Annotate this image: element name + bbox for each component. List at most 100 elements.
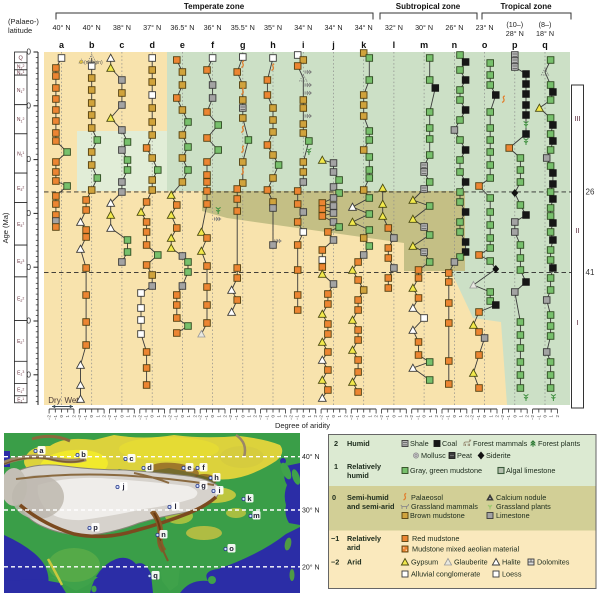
svg-text:Forest plants: Forest plants — [538, 439, 581, 448]
svg-text:i: i — [218, 486, 220, 495]
svg-text:2: 2 — [313, 415, 318, 418]
svg-text:Dry: Dry — [48, 396, 60, 405]
svg-text:−1: −1 — [204, 415, 209, 421]
svg-text:0: 0 — [361, 415, 366, 418]
svg-text:a: a — [39, 446, 44, 455]
svg-text:2: 2 — [102, 415, 107, 418]
svg-text:1: 1 — [65, 415, 70, 418]
svg-text:Grassland plants: Grassland plants — [496, 502, 551, 511]
svg-text:0: 0 — [422, 415, 427, 418]
svg-text:2: 2 — [71, 415, 76, 418]
svg-text:g: g — [201, 481, 206, 490]
svg-text:2: 2 — [434, 415, 439, 418]
svg-text:E32: E32 — [17, 186, 24, 192]
svg-text:1: 1 — [247, 415, 252, 418]
svg-text:Temperate zone: Temperate zone — [184, 2, 245, 11]
svg-text:Algal limestone: Algal limestone — [506, 466, 555, 475]
svg-text:18° N: 18° N — [536, 29, 554, 38]
svg-text:0: 0 — [59, 415, 64, 418]
svg-text:Gray, green mudstone: Gray, green mudstone — [410, 466, 482, 475]
svg-text:m: m — [420, 40, 428, 50]
svg-text:N13: N13 — [17, 88, 25, 94]
svg-text:36.5° N: 36.5° N — [170, 23, 194, 32]
svg-text:2: 2 — [253, 415, 258, 418]
svg-text:−2: −2 — [440, 415, 445, 421]
svg-text:1: 1 — [367, 415, 372, 418]
svg-text:o: o — [229, 544, 234, 553]
svg-text:−1: −1 — [506, 415, 511, 421]
svg-text:0: 0 — [332, 493, 336, 502]
svg-text:1: 1 — [307, 415, 312, 418]
svg-text:2: 2 — [464, 415, 469, 418]
svg-text:−2: −2 — [77, 415, 82, 421]
svg-text:28° N: 28° N — [506, 29, 524, 38]
svg-text:30° N: 30° N — [415, 23, 433, 32]
svg-text:Alluvial conglomerate: Alluvial conglomerate — [411, 570, 480, 579]
svg-text:m: m — [253, 511, 260, 520]
svg-text:−2: −2 — [137, 415, 142, 421]
svg-text:2: 2 — [495, 415, 500, 418]
svg-text:Shale: Shale — [410, 439, 429, 448]
svg-text:p: p — [512, 40, 518, 50]
svg-text:−2: −2 — [530, 415, 535, 421]
svg-text:Relatively: Relatively — [347, 462, 382, 471]
svg-text:−2: −2 — [470, 415, 475, 421]
svg-text:35° N: 35° N — [264, 23, 282, 32]
svg-text:f: f — [202, 463, 205, 472]
svg-text:−1: −1 — [144, 415, 149, 421]
svg-text:1: 1 — [398, 415, 403, 418]
svg-text:−1: −1 — [446, 415, 451, 421]
svg-text:Siderite: Siderite — [486, 451, 511, 460]
svg-text:Dolomites: Dolomites — [537, 558, 570, 567]
svg-text:0: 0 — [240, 415, 245, 418]
svg-text:Halite: Halite — [502, 558, 521, 567]
svg-text:Tropical zone: Tropical zone — [500, 2, 552, 11]
svg-text:Q: Q — [19, 55, 24, 61]
svg-text:−2: −2 — [107, 415, 112, 421]
svg-text:−1: −1 — [83, 415, 88, 421]
svg-text:−2: −2 — [228, 415, 233, 421]
svg-text:II: II — [575, 226, 579, 235]
svg-text:Coal: Coal — [442, 439, 457, 448]
svg-text:Semi-humid: Semi-humid — [347, 493, 389, 502]
svg-text:h: h — [214, 473, 219, 482]
svg-text:−1: −1 — [331, 534, 339, 543]
svg-text:Grassland mammals: Grassland mammals — [411, 502, 478, 511]
svg-text:20° N: 20° N — [302, 563, 320, 571]
svg-text:1: 1 — [549, 415, 554, 418]
svg-text:f: f — [211, 40, 215, 50]
svg-text:(margin): (margin) — [84, 60, 103, 66]
svg-text:−2: −2 — [319, 415, 324, 421]
svg-text:−1: −1 — [174, 415, 179, 421]
svg-text:−2: −2 — [168, 415, 173, 421]
svg-text:0: 0 — [271, 415, 276, 418]
svg-text:2: 2 — [555, 415, 560, 418]
svg-text:0: 0 — [119, 415, 124, 418]
svg-text:Palaeosol: Palaeosol — [411, 493, 443, 502]
svg-text:1: 1 — [428, 415, 433, 418]
svg-text:g: g — [240, 40, 246, 50]
svg-text:2: 2 — [192, 415, 197, 418]
svg-text:1: 1 — [277, 415, 282, 418]
svg-text:q: q — [153, 571, 158, 580]
svg-text:−1: −1 — [536, 415, 541, 421]
svg-text:E31: E31 — [17, 222, 24, 228]
svg-text:d: d — [149, 40, 155, 50]
svg-text:−1: −1 — [476, 415, 481, 421]
svg-text:l: l — [174, 502, 176, 511]
svg-text:−2: −2 — [379, 415, 384, 421]
svg-text:1: 1 — [186, 415, 191, 418]
svg-text:0: 0 — [452, 415, 457, 418]
svg-text:latitude: latitude — [8, 26, 32, 35]
svg-text:0: 0 — [331, 415, 336, 418]
svg-text:−2: −2 — [198, 415, 203, 421]
svg-text:Gypsum: Gypsum — [411, 558, 438, 567]
svg-text:and semi-arid: and semi-arid — [347, 502, 394, 511]
svg-text:0: 0 — [512, 415, 517, 418]
svg-text:−2: −2 — [288, 415, 293, 421]
svg-text:36° N: 36° N — [204, 23, 222, 32]
svg-text:1: 1 — [156, 415, 161, 418]
svg-text:N22: N22 — [17, 64, 25, 70]
svg-text:Age (Ma): Age (Ma) — [1, 212, 10, 243]
svg-text:N21: N21 — [17, 70, 25, 76]
